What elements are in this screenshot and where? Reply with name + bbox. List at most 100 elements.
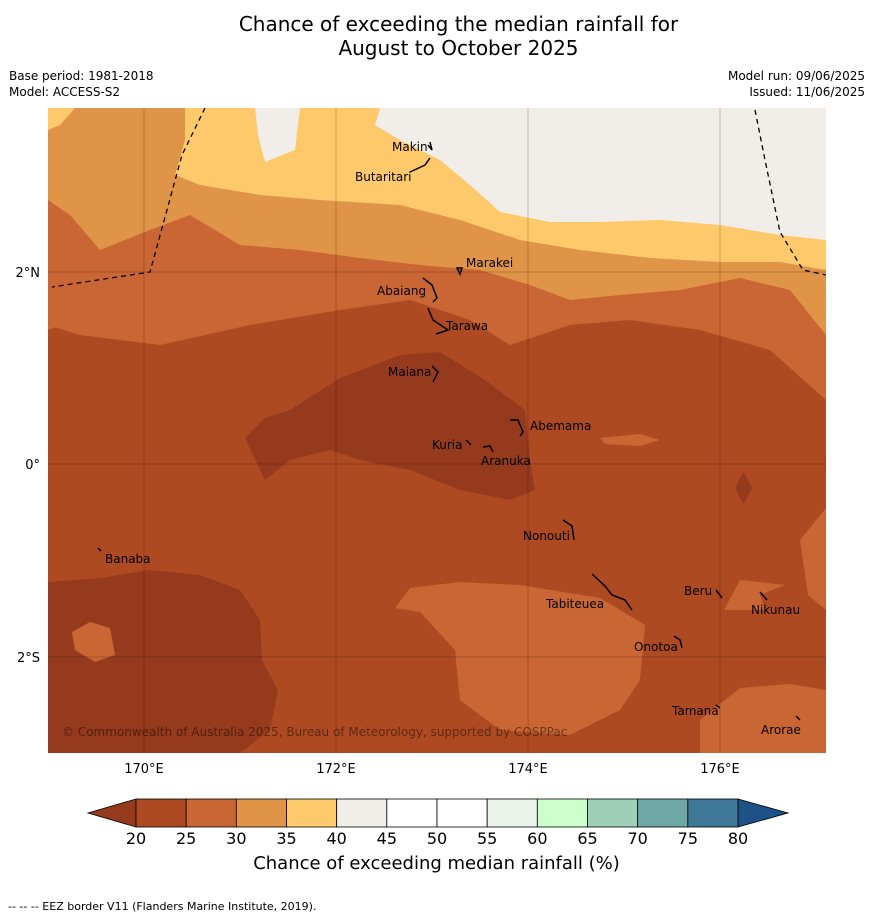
island-beru xyxy=(715,589,723,599)
colorbar-tick-label: 80 xyxy=(728,829,748,848)
island-tarawa xyxy=(427,307,450,335)
latitude-labels: 2°N 0° 2°S xyxy=(16,266,41,666)
label-nikunau: Nikunau xyxy=(751,603,800,617)
colorbar-cell xyxy=(336,798,388,828)
contour-25-30-small xyxy=(600,434,660,446)
model-run: Model run: 09/06/2025 xyxy=(727,69,865,83)
island-abemama xyxy=(510,419,524,437)
lat-label-0: 0° xyxy=(25,458,40,473)
contour-under-20-east xyxy=(735,472,753,504)
colorbar-cell xyxy=(185,798,237,828)
colorbar-tick-label: 65 xyxy=(577,829,597,848)
lon-label-172e: 172°E xyxy=(316,762,356,777)
label-butaritari: Butaritari xyxy=(355,170,412,184)
island-kuria xyxy=(465,439,472,446)
eez-border xyxy=(51,108,826,288)
island-tabiteuea xyxy=(591,573,633,611)
label-tamana: Tamana xyxy=(671,704,719,718)
title-line-2: August to October 2025 xyxy=(338,36,579,60)
colorbar-cell xyxy=(135,798,187,828)
colorbar-cell xyxy=(587,798,639,828)
graticule xyxy=(48,108,826,753)
colorbar-under-arrow xyxy=(86,798,137,828)
label-abemama: Abemama xyxy=(530,419,591,433)
label-aranuka: Aranuka xyxy=(481,454,531,468)
label-tabiteuea: Tabiteuea xyxy=(545,597,604,611)
colorbar-cell xyxy=(687,798,739,828)
eez-footnote: -- -- -- EEZ border V11 (Flanders Marine… xyxy=(8,900,317,913)
colorbar: 20 25 30 35 40 45 50 55 60 65 70 75 80 xyxy=(86,798,790,848)
colorbar-tick-label: 55 xyxy=(477,829,497,848)
label-makin: Makin xyxy=(392,140,428,154)
contour-25-30-beru xyxy=(724,580,785,610)
colorbar-over-arrow xyxy=(737,798,790,828)
colorbar-tick-label: 25 xyxy=(176,829,196,848)
colorbar-cell xyxy=(436,798,488,828)
base-period: Base period: 1981-2018 xyxy=(9,69,154,83)
lon-label-174e: 174°E xyxy=(508,762,548,777)
map-contours xyxy=(48,108,826,753)
label-tarawa: Tarawa xyxy=(445,319,488,333)
island-makin xyxy=(427,141,433,151)
island-nonouti xyxy=(562,519,575,541)
label-maiana: Maiana xyxy=(388,365,431,379)
title-line-1: Chance of exceeding the median rainfall … xyxy=(238,12,679,36)
place-labels: Makin Butaritari Marakei Abaiang Tarawa … xyxy=(105,140,801,737)
colorbar-tick-label: 40 xyxy=(326,829,346,848)
colorbar-tick-label: 45 xyxy=(377,829,397,848)
island-maiana xyxy=(431,365,439,383)
colorbar-tick-label: 30 xyxy=(226,829,246,848)
chart-title: Chance of exceeding the median rainfall … xyxy=(0,12,873,60)
colorbar-label: Chance of exceeding median rainfall (%) xyxy=(253,853,620,874)
label-onotoa: Onotoa xyxy=(634,640,678,654)
meta-right: Model run: 09/06/2025 Issued: 11/06/2025 xyxy=(728,68,865,100)
colorbar-cell xyxy=(286,798,338,828)
lat-label-2n: 2°N xyxy=(16,266,41,281)
colorbar-tick-label: 70 xyxy=(627,829,647,848)
island-butaritari xyxy=(409,157,431,173)
island-banaba xyxy=(97,547,102,552)
label-banaba: Banaba xyxy=(105,552,151,566)
lon-label-170e: 170°E xyxy=(124,762,164,777)
colorbar-tick-label: 60 xyxy=(527,829,547,848)
label-beru: Beru xyxy=(684,584,712,598)
island-onotoa xyxy=(673,635,683,649)
island-tamana xyxy=(715,704,721,709)
issued-date: Issued: 11/06/2025 xyxy=(749,85,865,99)
island-aranuka xyxy=(482,445,494,453)
colorbar-tick-label: 50 xyxy=(427,829,447,848)
island-arorae xyxy=(795,715,801,721)
contour-40-45-b xyxy=(375,108,826,240)
contour-25-30-west xyxy=(48,285,95,330)
island-outlines xyxy=(97,141,801,721)
colorbar-tick-label: 75 xyxy=(678,829,698,848)
island-abaiang xyxy=(422,277,438,303)
label-nonouti: Nonouti xyxy=(523,529,570,543)
contour-25-30-southeast xyxy=(700,684,826,753)
longitude-labels: 170°E 172°E 174°E 176°E xyxy=(124,762,740,777)
label-kuria: Kuria xyxy=(432,438,463,452)
lon-label-176e: 176°E xyxy=(700,762,740,777)
contour-35-40-corner xyxy=(48,108,75,130)
model-name: Model: ACCESS-S2 xyxy=(9,85,121,99)
colorbar-tick-label: 35 xyxy=(276,829,296,848)
label-marakei: Marakei xyxy=(466,256,513,270)
contour-under-20-southwest xyxy=(48,570,278,753)
colorbar-cell xyxy=(235,798,287,828)
colorbar-cell xyxy=(637,798,689,828)
colorbar-cell xyxy=(536,798,588,828)
colorbar-tick-label: 20 xyxy=(126,829,146,848)
lat-label-2s: 2°S xyxy=(17,651,40,666)
colorbar-cell xyxy=(386,798,438,828)
label-abaiang: Abaiang xyxy=(377,284,426,298)
island-nikunau xyxy=(759,591,768,601)
contour-25-30-south xyxy=(395,582,645,735)
contour-25-30-east xyxy=(800,508,826,610)
label-arorae: Arorae xyxy=(761,723,801,737)
island-marakei xyxy=(455,267,464,276)
meta-left: Base period: 1981-2018 Model: ACCESS-S2 xyxy=(9,68,154,100)
eez-border-west xyxy=(51,108,206,288)
contour-under-20-centre xyxy=(245,352,535,500)
contour-40-45-a xyxy=(255,108,300,162)
